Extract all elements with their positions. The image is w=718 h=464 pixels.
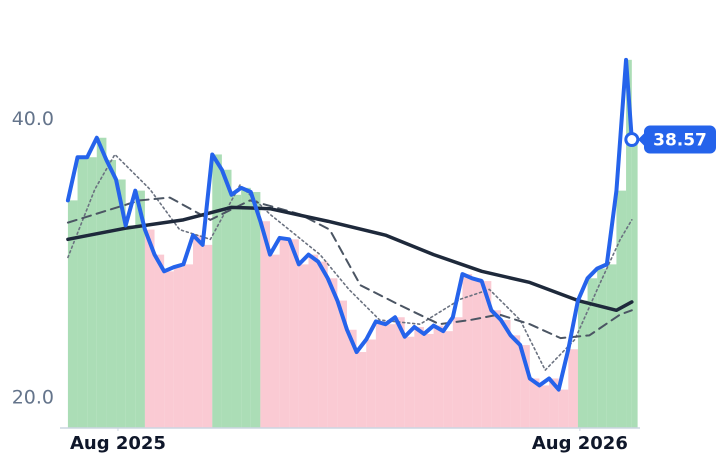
shade-column — [116, 179, 126, 428]
badge-pointer — [638, 133, 644, 146]
shade-column — [241, 187, 251, 428]
y-tick-label: 20.0 — [12, 386, 54, 408]
shade-column — [87, 157, 97, 428]
shade-column — [549, 378, 559, 428]
shade-column — [164, 271, 174, 428]
shade-column — [270, 254, 280, 428]
shade-column — [597, 268, 607, 428]
shade-column — [520, 345, 530, 428]
shade-column — [106, 160, 117, 428]
shade-column — [308, 254, 319, 428]
shade-column — [125, 225, 136, 428]
shade-column — [260, 221, 271, 428]
shade-column — [375, 321, 386, 428]
shade-column — [491, 310, 501, 428]
shade-column — [250, 192, 261, 428]
series-line — [65, 57, 634, 392]
shade-column — [154, 254, 165, 428]
shade-column — [366, 339, 376, 428]
shade-column — [500, 320, 511, 428]
shade-column — [356, 352, 367, 428]
shade-column — [298, 264, 309, 428]
shade-column — [135, 190, 145, 428]
shade-column — [472, 278, 482, 428]
shade-column — [606, 264, 617, 428]
shade-column — [67, 200, 78, 428]
last-value-label: 38.57 — [653, 131, 707, 151]
x-tick-label: Aug 2026 — [532, 433, 628, 454]
shade-column — [289, 239, 299, 428]
shade-column — [144, 229, 155, 428]
shade-column — [77, 157, 88, 428]
shade-column — [337, 300, 347, 428]
shade-column — [510, 335, 521, 428]
shade-column — [558, 389, 569, 428]
shade-column — [404, 336, 415, 428]
shade-column — [173, 267, 184, 428]
shade-column — [212, 154, 222, 428]
shade-column — [539, 385, 550, 428]
shade-column — [626, 59, 632, 429]
shade-column — [423, 333, 434, 428]
shade-column — [452, 317, 463, 428]
shade-column — [414, 326, 424, 428]
shade-column — [631, 139, 638, 428]
shade-column — [318, 261, 328, 428]
shade-column — [587, 278, 598, 428]
shade-column — [385, 324, 396, 428]
shade-column — [433, 325, 444, 428]
shade-column — [529, 378, 540, 428]
y-tick-label: 40.0 — [12, 108, 54, 130]
shade-column — [221, 169, 232, 428]
shade-column — [327, 278, 338, 428]
shade-column — [193, 235, 203, 428]
shade-column — [568, 349, 578, 428]
last-point — [624, 132, 640, 148]
x-tick-label: Aug 2025 — [70, 433, 166, 454]
shade-column — [395, 317, 405, 428]
shade-column — [481, 281, 492, 428]
shade-column — [231, 194, 242, 428]
series-line — [66, 196, 633, 340]
shade-column — [96, 137, 107, 429]
last-value-badge — [644, 125, 716, 154]
shade-column — [279, 237, 290, 428]
shade-column — [346, 329, 357, 428]
shade-column — [202, 244, 213, 428]
shade-column — [443, 331, 453, 428]
shade-column — [577, 300, 588, 428]
shade-column — [462, 274, 473, 428]
shade-column — [183, 264, 194, 428]
